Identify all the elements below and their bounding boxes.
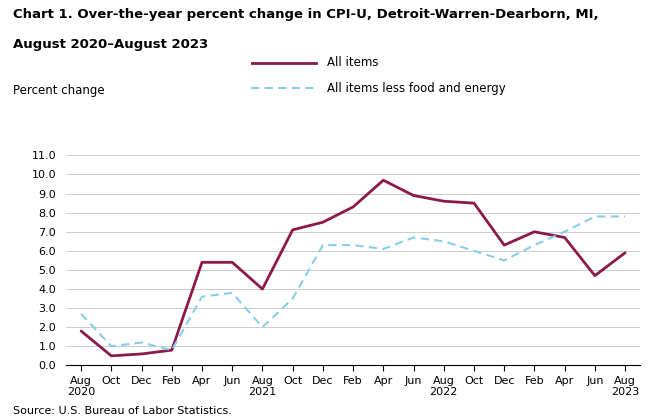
All items less food and energy <box>500 258 508 263</box>
All items less food and energy <box>379 247 387 252</box>
All items <box>198 260 206 265</box>
Text: August 2020–August 2023: August 2020–August 2023 <box>13 38 209 51</box>
Line: All items less food and energy: All items less food and energy <box>81 216 625 350</box>
All items <box>470 201 478 206</box>
All items less food and energy <box>410 235 418 240</box>
Text: All items: All items <box>327 57 379 69</box>
All items <box>500 243 508 248</box>
All items less food and energy <box>440 239 447 244</box>
All items <box>440 199 447 204</box>
All items <box>228 260 236 265</box>
Text: Chart 1. Over-the-year percent change in CPI-U, Detroit-Warren-Dearborn, MI,: Chart 1. Over-the-year percent change in… <box>13 8 599 21</box>
All items <box>410 193 418 198</box>
All items <box>621 250 629 255</box>
Line: All items: All items <box>81 180 625 356</box>
All items less food and energy <box>561 229 569 234</box>
All items less food and energy <box>319 243 327 248</box>
All items <box>319 220 327 225</box>
All items less food and energy <box>198 294 206 299</box>
All items less food and energy <box>228 290 236 295</box>
All items <box>259 286 267 291</box>
All items <box>77 328 85 333</box>
All items <box>561 235 569 240</box>
All items <box>288 227 296 232</box>
All items <box>591 273 599 278</box>
All items less food and energy <box>259 325 267 330</box>
All items <box>379 178 387 183</box>
All items <box>349 205 357 210</box>
All items <box>168 348 176 353</box>
All items less food and energy <box>288 296 296 301</box>
All items less food and energy <box>470 248 478 253</box>
Text: Percent change: Percent change <box>13 84 105 97</box>
All items less food and energy <box>108 344 115 349</box>
All items less food and energy <box>77 311 85 316</box>
All items less food and energy <box>591 214 599 219</box>
All items <box>108 353 115 358</box>
All items <box>137 352 145 357</box>
Text: Source: U.S. Bureau of Labor Statistics.: Source: U.S. Bureau of Labor Statistics. <box>13 406 232 416</box>
All items less food and energy <box>137 340 145 345</box>
All items less food and energy <box>349 243 357 248</box>
All items <box>531 229 539 234</box>
All items less food and energy <box>621 214 629 219</box>
All items less food and energy <box>531 243 539 248</box>
All items less food and energy <box>168 348 176 353</box>
Text: All items less food and energy: All items less food and energy <box>327 82 506 94</box>
